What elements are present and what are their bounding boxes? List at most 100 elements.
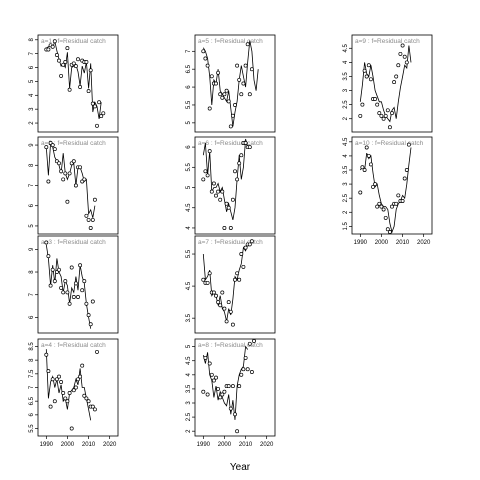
fitted-line (45, 244, 92, 329)
data-point (392, 80, 397, 85)
y-tick-label: 5 (186, 344, 192, 348)
x-tick-label: 2020 (103, 442, 117, 448)
data-point (71, 61, 76, 66)
data-point (247, 341, 252, 346)
data-point (362, 68, 367, 73)
x-tick-label: 2020 (417, 240, 431, 246)
data-point (247, 242, 252, 247)
data-point (78, 263, 83, 268)
data-point (239, 92, 244, 97)
panel-10: a=8 : f=Residual catch 2 2.5 3 3.5 4 4.5 5 1990 2… (186, 338, 276, 448)
data-point (400, 199, 405, 203)
y-tick-label: 4 (186, 226, 192, 230)
data-point (46, 179, 51, 184)
y-tick-label: 4.5 (343, 43, 349, 52)
panel-title: a=2 : f=Residual catch (41, 140, 106, 147)
data-point (368, 162, 373, 167)
data-point (396, 63, 401, 68)
x-tick-label: 1990 (354, 240, 368, 246)
data-point (375, 102, 380, 107)
data-point (375, 204, 380, 209)
y-tick-label: 9 (29, 247, 35, 251)
y-tick-label: 2 (186, 429, 192, 433)
data-point (224, 88, 229, 93)
data-point (44, 352, 49, 357)
data-point (67, 87, 72, 92)
data-point (373, 97, 378, 101)
data-point (88, 226, 93, 230)
data-point (243, 355, 248, 360)
data-point (203, 169, 208, 174)
data-point (61, 290, 66, 295)
data-point (385, 108, 390, 113)
data-point (86, 313, 91, 318)
data-point (373, 182, 378, 187)
data-point (400, 43, 405, 48)
y-tick-label: 8 (29, 163, 35, 167)
y-tick-label: 4 (29, 93, 35, 97)
data-point (209, 372, 214, 377)
data-point (379, 113, 384, 118)
y-tick-label: 6.5 (186, 64, 192, 73)
data-point (360, 165, 365, 170)
data-point (207, 271, 212, 276)
data-point (218, 92, 223, 97)
data-point (224, 319, 229, 324)
panel-9: a=4 : f=Residual catch 5.5 6 6.5 7 7.5 8 8.5 199… (29, 338, 119, 448)
data-point (95, 123, 99, 128)
data-point (390, 204, 394, 209)
data-point (205, 173, 210, 178)
panel-title: a=1 : f=Residual catch (41, 38, 106, 45)
y-tick-label: 5.5 (186, 249, 192, 258)
data-point (205, 392, 210, 397)
y-tick-label: 5 (29, 224, 35, 228)
data-point (78, 85, 83, 89)
y-tick-label: 7 (29, 183, 35, 187)
data-point (54, 53, 59, 57)
data-point (73, 64, 78, 69)
data-point (243, 63, 248, 68)
data-point (235, 177, 240, 182)
data-point (218, 395, 223, 400)
data-point (222, 92, 227, 97)
data-point (226, 300, 231, 305)
panel-8: a=7 : f=Residual catch 3.5 4.5 5.5 (186, 235, 276, 334)
x-tick-label: 2020 (260, 442, 274, 448)
data-point (226, 205, 231, 210)
data-point (245, 42, 250, 47)
data-point (366, 63, 371, 68)
data-point (67, 391, 72, 395)
data-point (233, 412, 237, 417)
data-point (50, 44, 55, 49)
panel-title: a=5 : f=Residual catch (198, 38, 263, 45)
data-point (249, 239, 254, 244)
data-point (379, 204, 384, 209)
panel-frame (194, 34, 276, 133)
data-point (61, 391, 66, 395)
data-point (230, 113, 235, 118)
y-tick-label: 4.5 (186, 203, 192, 212)
data-point (52, 279, 57, 284)
data-point (387, 125, 392, 130)
data-point (203, 56, 208, 61)
data-point (65, 46, 70, 51)
data-point (52, 39, 57, 44)
y-tick-label: 2 (343, 210, 349, 214)
data-point (71, 159, 76, 164)
x-tick-label: 1990 (197, 442, 211, 448)
data-point (65, 199, 70, 204)
data-point (233, 169, 237, 174)
data-point (76, 57, 80, 62)
x-tick-label: 2010 (396, 240, 410, 246)
data-point (73, 281, 78, 286)
data-point (233, 277, 237, 282)
data-point (235, 63, 240, 68)
data-point (239, 372, 244, 377)
data-point (220, 290, 225, 295)
y-tick-label: 7.5 (29, 369, 35, 378)
y-tick-label: 3 (186, 401, 192, 405)
data-point (387, 230, 392, 234)
data-point (214, 375, 218, 380)
data-point (76, 377, 80, 382)
x-axis-label: Year (230, 462, 251, 473)
